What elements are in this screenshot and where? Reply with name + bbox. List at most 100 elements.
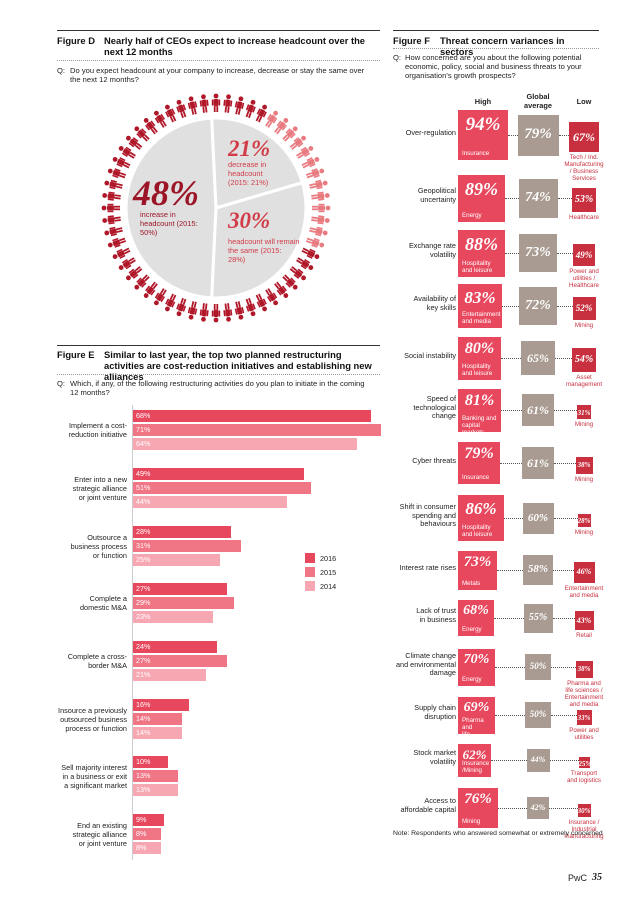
low-sector-line: Power and: [569, 726, 599, 734]
category-label-line: or joint venture: [78, 492, 127, 502]
person-figure: [102, 191, 121, 201]
same-value: 30%: [228, 208, 271, 233]
connector-line: [501, 358, 521, 359]
low-value: 28%: [577, 516, 591, 525]
connector-line: [497, 570, 523, 571]
global-average-box: 61%: [522, 447, 554, 479]
threat-label-line: technological: [413, 402, 456, 412]
global-average-box: 50%: [525, 654, 551, 680]
category-label-line: Insource a previously: [58, 705, 127, 715]
category-label-line: strategic alliance: [72, 829, 127, 839]
person-figure: [154, 110, 167, 128]
connector-line: [554, 463, 576, 464]
threat-label-line: uncertainty: [420, 194, 456, 204]
person-figure: [289, 135, 306, 150]
figure-f-divider: [393, 48, 599, 49]
category-label-line: Outsource a: [87, 532, 127, 542]
figure-e-title: Similar to last year, the top two planne…: [104, 349, 372, 382]
connector-line: [558, 135, 569, 136]
threat-label: Lack of trust in business: [378, 606, 456, 625]
threat-label-line: and environmental: [395, 659, 456, 669]
category-label-line: business process: [70, 541, 127, 551]
high-sector-line: and leisure: [462, 531, 493, 538]
low-value: 49%: [575, 250, 593, 260]
bar-2015: 29%: [133, 597, 235, 609]
low-value: 46%: [576, 566, 592, 576]
increase-value: 48%: [133, 173, 199, 213]
low-value-box: 30%: [577, 803, 591, 817]
global-average-value: 61%: [527, 403, 549, 417]
connector-line: [551, 667, 576, 668]
person-figure: [102, 215, 121, 225]
global-average-value: 72%: [525, 298, 551, 313]
figure-f-title: Threat concern variances in sectors: [440, 35, 565, 57]
bar-2015: 51%: [133, 482, 312, 494]
person-figure: [255, 104, 267, 123]
low-value-box: 38%: [575, 660, 593, 678]
high-value: 80%: [464, 339, 495, 357]
figure-d-label: Figure D: [57, 35, 96, 46]
global-average-value: 58%: [527, 563, 549, 575]
category-label-line: a significant market: [64, 780, 127, 790]
high-value: 86%: [465, 499, 497, 518]
category-label: Sell majority interest in a business or e…: [33, 763, 127, 790]
person-figure: [274, 281, 289, 298]
category-label: End an existing strategic alliance or join…: [33, 821, 127, 848]
bar-value-label: 8%: [136, 843, 147, 852]
threat-label-line: Exchange rate: [408, 241, 456, 251]
low-sector: Insurance / Industrial manufacturing: [556, 819, 612, 840]
global-average-value: 42%: [530, 803, 546, 812]
bar-2015: 13%: [133, 770, 179, 782]
figure-e-divider: [57, 374, 380, 375]
high-sector-line: capital markets: [462, 421, 485, 436]
person-figure: [187, 96, 198, 115]
connector-line: [557, 306, 573, 307]
category-label-line: domestic M&A: [79, 603, 127, 612]
bar-2014: 8%: [133, 842, 161, 854]
bar-value-label: 10%: [136, 757, 151, 766]
low-sector-line: Manufacturing: [564, 161, 604, 168]
figure-d-headcount-pie: [101, 93, 331, 323]
low-sector-line: Mining: [574, 421, 594, 428]
low-value: 53%: [574, 194, 594, 205]
person-figure: [301, 157, 320, 169]
high-value-box: 80% Hospitality and leisure: [458, 336, 501, 380]
footer-brand: PwC: [568, 873, 588, 883]
high-sector: Hospitality and leisure: [462, 363, 492, 377]
global-average-value: 50%: [529, 709, 547, 719]
pie-slice-1: [210, 116, 305, 210]
person-figure: [143, 281, 158, 298]
connector-line: [495, 715, 525, 716]
person-figure: [112, 247, 131, 259]
global-average-box: 60%: [522, 502, 554, 534]
threat-label-line: behaviours: [420, 519, 456, 529]
person-figure: [274, 118, 289, 135]
low-sector: Tech / Ind. Manufacturing / Business Servic…: [556, 154, 612, 182]
low-value-box: 67%: [569, 122, 599, 152]
person-figure: [143, 118, 158, 135]
person-figure: [101, 203, 120, 213]
threat-label-line: volatility: [430, 249, 456, 259]
high-sector-line: Hospitality: [462, 524, 491, 531]
high-value: 62%: [462, 746, 487, 762]
bar-2014: 13%: [133, 784, 179, 796]
low-value: 33%: [577, 713, 591, 722]
connector-line: [491, 760, 527, 761]
header-high: High: [474, 97, 492, 106]
high-value: 76%: [464, 791, 492, 807]
low-sector-line: / Business: [569, 168, 599, 175]
bar-value-label: 9%: [136, 815, 147, 824]
person-figure: [176, 297, 187, 317]
connector-line: [501, 410, 522, 411]
low-sector: Healthcare: [556, 214, 612, 221]
bar-2014: 25%: [133, 554, 221, 566]
bar-value-label: 14%: [136, 728, 151, 737]
high-sector-line: Energy: [462, 211, 482, 219]
high-value-box: 70% Energy: [458, 648, 495, 686]
threat-label-line: volatility: [430, 756, 456, 766]
connector-line: [549, 760, 579, 761]
figure-d-title: Nearly half of CEOs expect to increase h…: [104, 35, 366, 57]
bar-value-label: 27%: [136, 656, 151, 665]
high-sector-line: Insurance: [462, 150, 490, 157]
bar-chart-axis: [132, 405, 133, 860]
